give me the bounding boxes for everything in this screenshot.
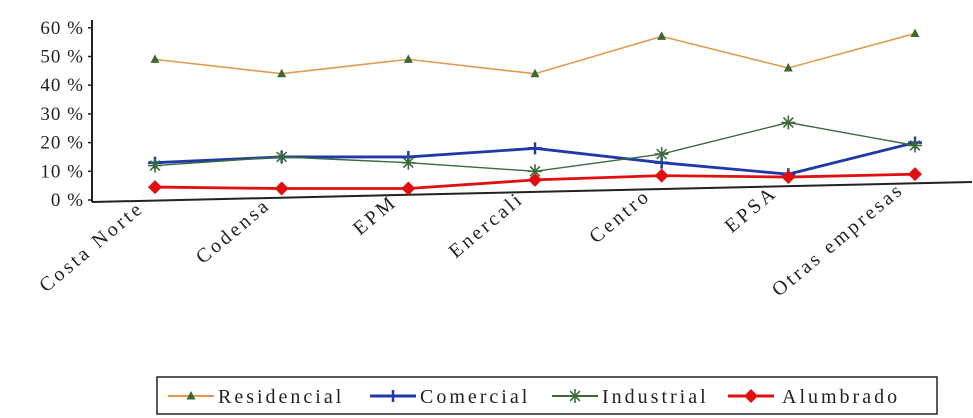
point-industrial — [908, 138, 922, 153]
x-category-label: Enercali — [445, 188, 529, 263]
x-category-label: Costa Norte — [35, 197, 148, 297]
x-category-label: EPM — [349, 191, 402, 240]
point-residencial — [530, 68, 540, 78]
legend-label: Comercial — [420, 386, 530, 408]
legend-marker — [744, 389, 758, 403]
point-alumbrado — [908, 167, 922, 182]
x-category-label: Otras empresas — [768, 178, 908, 301]
point-residencial — [783, 62, 793, 72]
y-tick-label: 60 % — [40, 18, 84, 39]
series-residencial — [150, 28, 920, 78]
legend-item-alumbrado: Alumbrado — [728, 386, 900, 408]
legend-label: Alumbrado — [782, 386, 900, 408]
y-tick-label: 40 % — [40, 75, 84, 96]
legend-box — [156, 376, 938, 415]
x-category-label: Codensa — [192, 194, 275, 269]
point-alumbrado — [148, 180, 162, 195]
series-alumbrado — [148, 167, 922, 196]
y-tick-label: 10 % — [40, 161, 84, 182]
legend-item-residencial: Residencial — [168, 386, 344, 408]
x-category-labels: Costa Norte Codensa EPM Enercali Centro EPSAO… — [35, 178, 908, 301]
point-industrial — [781, 115, 796, 130]
line-residencial — [154, 32, 916, 75]
point-alumbrado — [528, 172, 542, 187]
y-tick-label: 20 % — [40, 133, 84, 154]
point-residencial — [910, 28, 920, 38]
point-industrial — [148, 158, 162, 173]
point-residencial — [150, 54, 160, 63]
legend: Residencial Comercial Industrial Alumbrado — [156, 376, 938, 415]
legend-item-industrial: Industrial — [552, 386, 709, 408]
point-alumbrado — [781, 170, 796, 185]
x-axis-line — [91, 181, 973, 203]
point-industrial — [401, 155, 416, 170]
x-category-label: Centro — [585, 185, 655, 248]
point-alumbrado — [274, 181, 289, 196]
y-tick-label: 50 % — [40, 47, 84, 68]
series-industrial — [148, 115, 922, 179]
point-alumbrado — [654, 168, 669, 183]
point-residencial — [403, 54, 413, 63]
legend-label: Residencial — [218, 386, 344, 408]
point-industrial — [654, 147, 669, 162]
y-tick-label: 0 % — [51, 190, 84, 211]
series-lines — [148, 28, 922, 196]
legend-item-comercial: Comercial — [370, 386, 530, 408]
point-residencial — [277, 68, 287, 78]
legend-marker — [186, 391, 196, 400]
x-category-label: EPSA — [721, 181, 782, 237]
y-tick-label: 30 % — [40, 104, 84, 125]
legend-marker — [386, 390, 400, 402]
point-comercial — [528, 142, 542, 155]
point-alumbrado — [401, 181, 416, 196]
legend-marker — [568, 389, 582, 403]
point-industrial — [274, 149, 289, 164]
legend-label: Industrial — [602, 386, 709, 408]
y-tick-labels: 0 % 10 % 20 % 30 % 40 % 50 % 60 % — [40, 18, 92, 211]
point-residencial — [657, 31, 667, 40]
